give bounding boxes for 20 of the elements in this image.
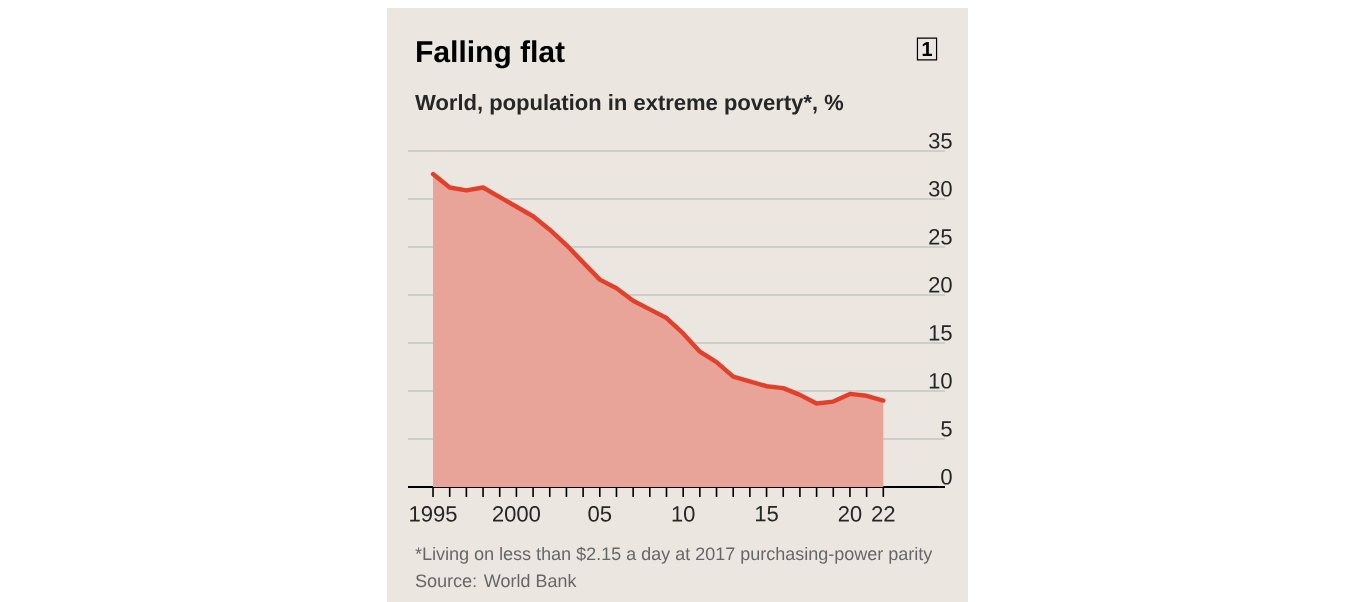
text: 1 [922,42,933,56]
x-tick-label: 20 [838,506,862,522]
x-tick-label: 22 [872,506,895,522]
y-tick-label: 5 [941,421,952,437]
x-tick-label: 10 [672,506,695,522]
y-tick-label: 20 [929,277,952,293]
y-tick-label: 15 [929,325,952,341]
x-tick-label: 2000 [493,506,540,522]
chart-subtitle: World, population in extreme poverty*, % [415,94,844,115]
chart-title: Falling flat [417,40,565,69]
y-tick-label: 35 [928,133,952,149]
y-tick-label: 30 [928,181,952,197]
y-tick-label: 0 [941,469,952,485]
source-note: Source: World Bank [415,573,577,588]
y-tick-label: 10 [929,373,952,389]
x-tick-label: 15 [755,506,778,522]
x-tick-label: 1995 [410,506,457,522]
y-tick-label: 25 [929,229,952,245]
text: *Living on less than $2.15 a day at 2017 purchasing-power parity [415,546,933,564]
x-tick-label: 05 [588,506,612,522]
